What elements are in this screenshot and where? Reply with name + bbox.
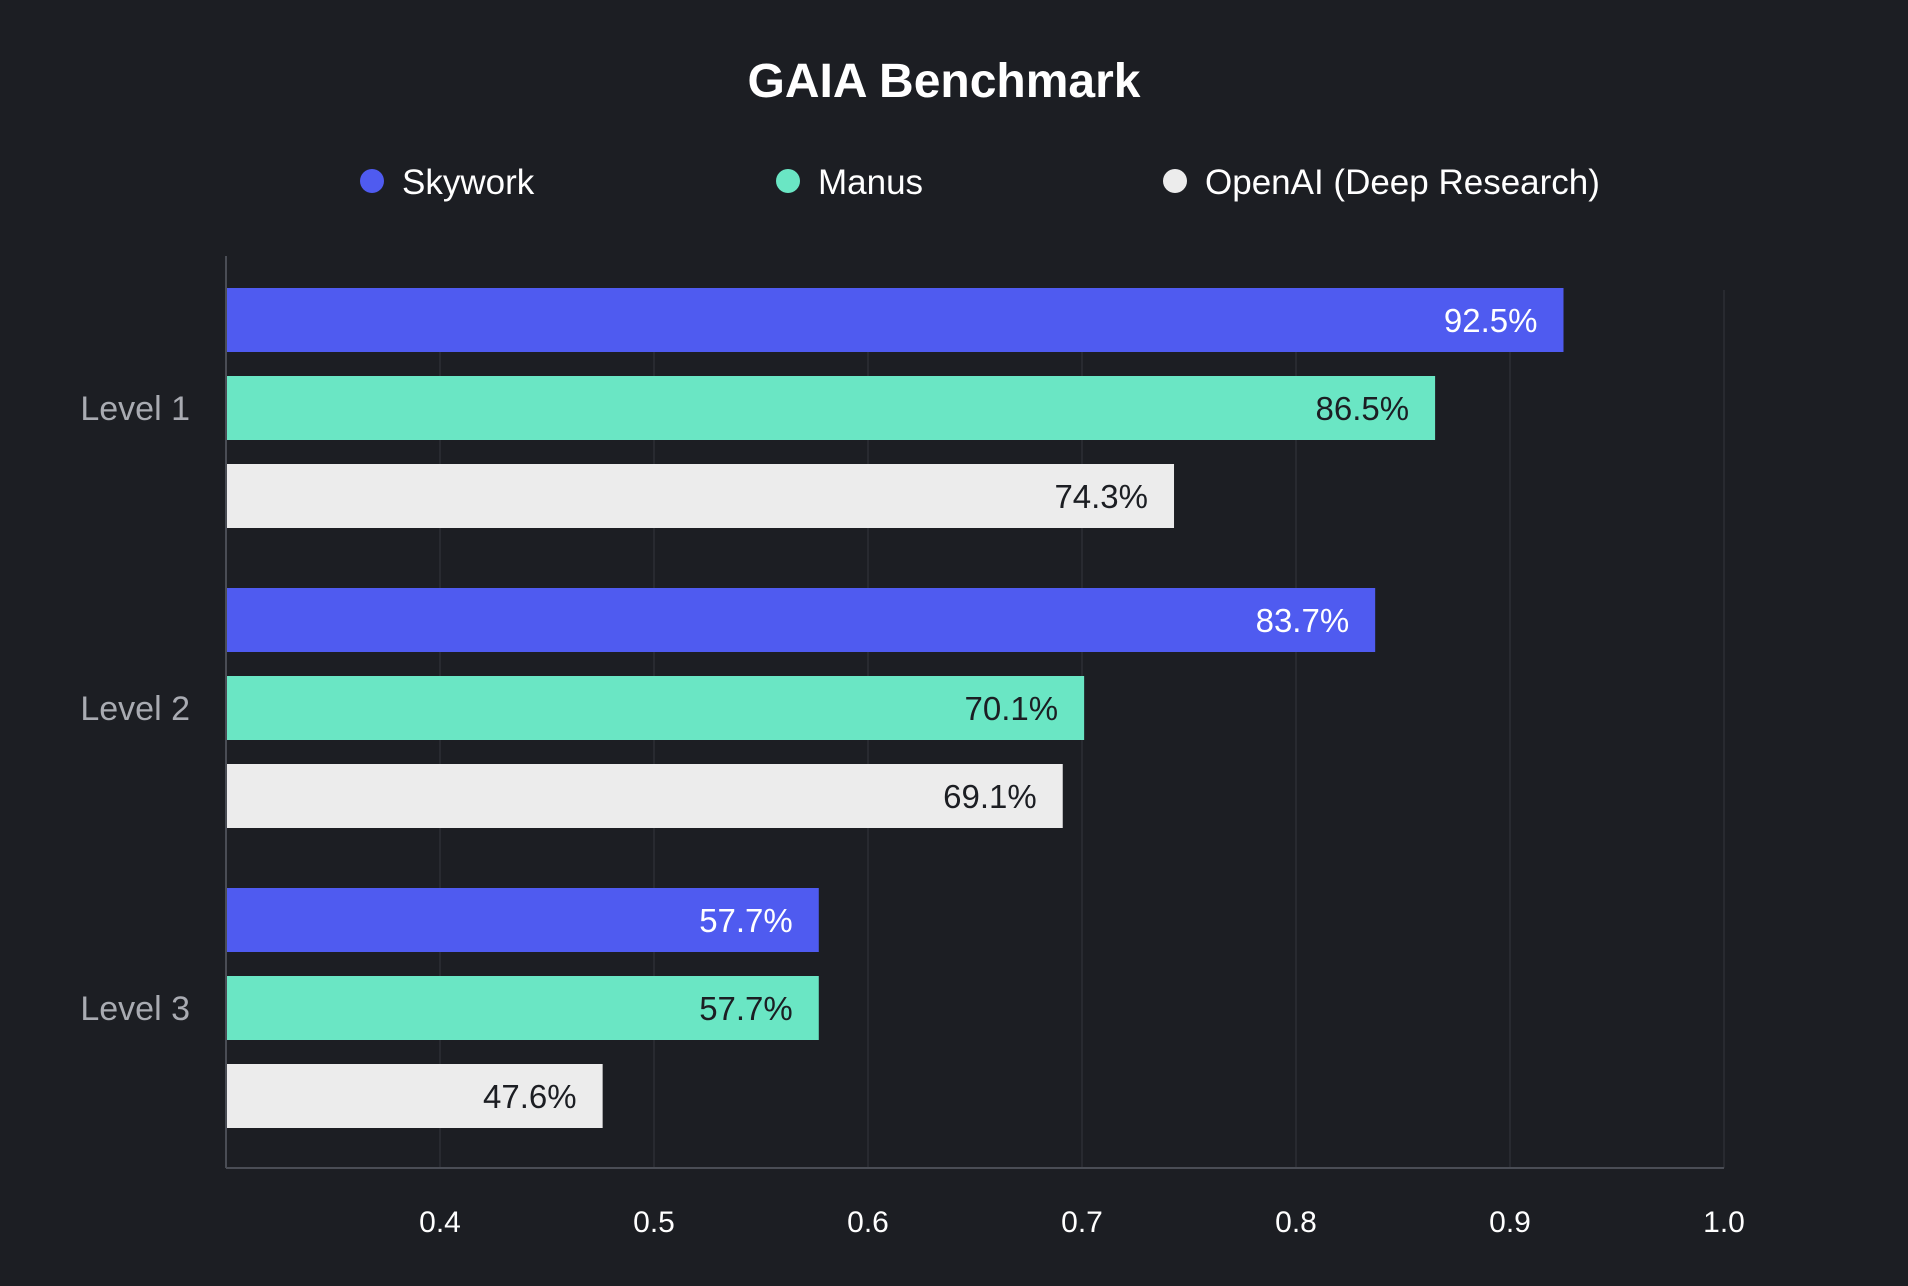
x-tick-label-4: 0.7 xyxy=(1061,1206,1103,1239)
legend-label-1: Skywork xyxy=(402,163,535,202)
bar-2-2 xyxy=(226,676,1085,740)
bars xyxy=(226,288,1564,1128)
bar-1-3 xyxy=(226,464,1175,528)
legend-label-3: OpenAI (Deep Research) xyxy=(1205,163,1600,202)
bar-2-3 xyxy=(226,764,1063,828)
bar-label-1-1: 92.5% xyxy=(1444,302,1538,339)
labels: 92.5% 86.5% 74.3% Level 1 83.7% 70.1% 69.1% Lev… xyxy=(80,302,1537,1115)
bar-label-1-2: 86.5% xyxy=(1316,390,1410,427)
x-tick-label-1: 0.4 xyxy=(419,1206,461,1239)
bar-3-2 xyxy=(226,976,819,1040)
bar-label-2-1: 83.7% xyxy=(1256,602,1350,639)
legend-marker-1 xyxy=(360,169,384,193)
x-tick-label-7: 1.0 xyxy=(1703,1206,1745,1239)
category-label-3: Level 3 xyxy=(80,990,190,1028)
axes: 0.4 0.5 0.6 0.7 0.8 0.9 1.0 xyxy=(225,256,1745,1239)
legend-label-2: Manus xyxy=(818,163,923,202)
bar-1-1 xyxy=(226,288,1564,352)
bar-label-3-2: 57.7% xyxy=(699,990,793,1027)
bar-label-2-3: 69.1% xyxy=(943,778,1037,815)
x-tick-label-5: 0.8 xyxy=(1275,1206,1317,1239)
x-tick-label-3: 0.6 xyxy=(847,1206,889,1239)
bar-label-3-1: 57.7% xyxy=(699,902,793,939)
category-label-1: Level 1 xyxy=(80,390,190,428)
x-tick-label-2: 0.5 xyxy=(633,1206,675,1239)
chart-title: GAIA Benchmark xyxy=(748,55,1141,108)
bar-3-3 xyxy=(226,1064,603,1128)
legend-marker-2 xyxy=(776,169,800,193)
category-label-2: Level 2 xyxy=(80,690,190,728)
bar-2-1 xyxy=(226,588,1376,652)
x-tick-label-6: 0.9 xyxy=(1489,1206,1531,1239)
bar-label-1-3: 74.3% xyxy=(1054,478,1148,515)
legend: Skywork Manus OpenAI (Deep Research) xyxy=(360,163,1600,202)
bar-label-2-2: 70.1% xyxy=(965,690,1059,727)
legend-marker-3 xyxy=(1163,169,1187,193)
bar-3-1 xyxy=(226,888,819,952)
bar-1-2 xyxy=(226,376,1436,440)
bar-label-3-3: 47.6% xyxy=(483,1078,577,1115)
